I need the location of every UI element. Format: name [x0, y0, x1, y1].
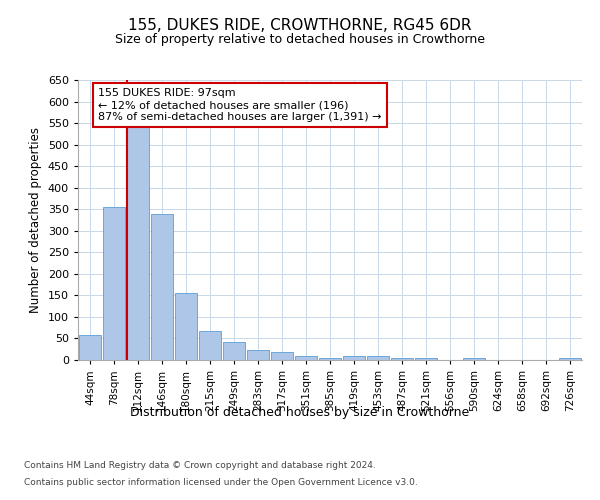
Bar [295, 356, 317, 360]
Bar [343, 356, 365, 360]
Bar [391, 358, 413, 360]
Bar [175, 293, 197, 360]
Text: Contains HM Land Registry data © Crown copyright and database right 2024.: Contains HM Land Registry data © Crown c… [24, 460, 376, 469]
Bar [79, 336, 101, 360]
Bar [271, 352, 293, 360]
Y-axis label: Number of detached properties: Number of detached properties [29, 127, 42, 313]
Text: 155, DUKES RIDE, CROWTHORNE, RG45 6DR: 155, DUKES RIDE, CROWTHORNE, RG45 6DR [128, 18, 472, 32]
Bar [103, 207, 125, 360]
Text: Contains public sector information licensed under the Open Government Licence v3: Contains public sector information licen… [24, 478, 418, 487]
Bar [247, 350, 269, 360]
Bar [367, 356, 389, 360]
Bar [127, 128, 149, 360]
Bar [223, 342, 245, 360]
Bar [199, 330, 221, 360]
Text: 155 DUKES RIDE: 97sqm
← 12% of detached houses are smaller (196)
87% of semi-det: 155 DUKES RIDE: 97sqm ← 12% of detached … [98, 88, 382, 122]
Bar [151, 214, 173, 360]
Bar [463, 358, 485, 360]
Bar [415, 358, 437, 360]
Text: Size of property relative to detached houses in Crowthorne: Size of property relative to detached ho… [115, 32, 485, 46]
Text: Distribution of detached houses by size in Crowthorne: Distribution of detached houses by size … [130, 406, 470, 419]
Bar [559, 358, 581, 360]
Bar [319, 358, 341, 360]
